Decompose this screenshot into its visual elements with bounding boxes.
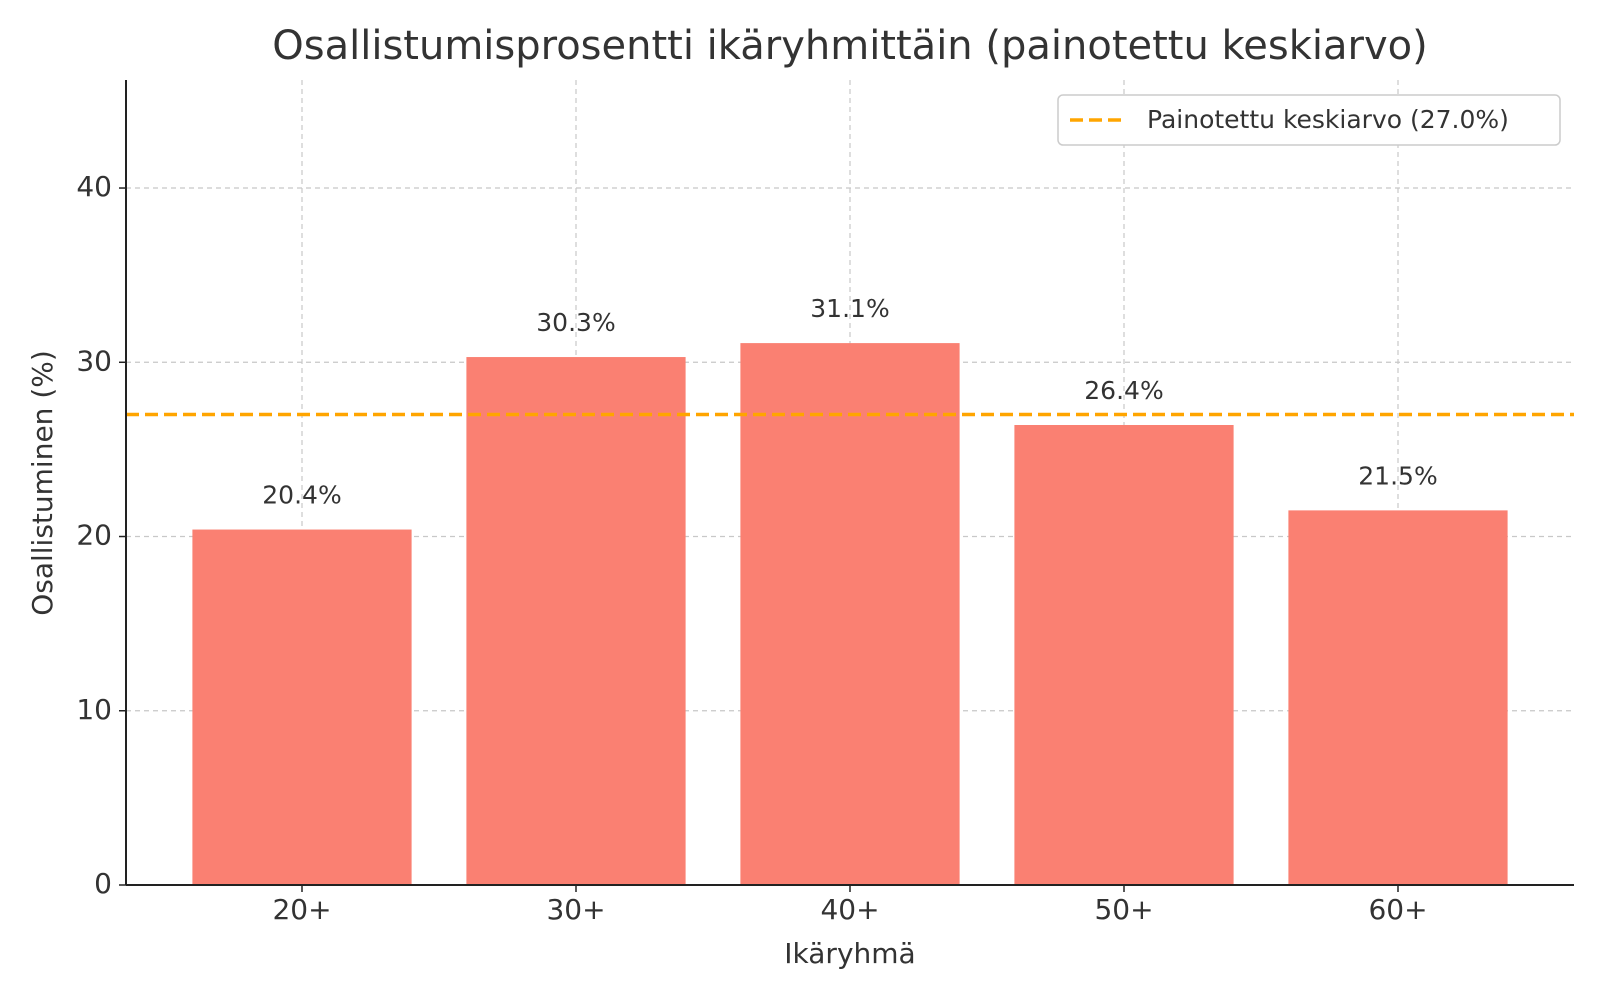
- bar: [1288, 510, 1508, 885]
- bar: [740, 343, 960, 885]
- y-tick-label: 20: [76, 519, 112, 552]
- legend-label: Painotettu keskiarvo (27.0%): [1147, 105, 1509, 134]
- bar: [466, 357, 686, 886]
- x-tick-label: 40+: [820, 893, 879, 926]
- value-label: 20.4%: [262, 481, 341, 510]
- bar: [1014, 425, 1234, 885]
- value-label: 26.4%: [1084, 376, 1163, 405]
- value-label: 31.1%: [810, 294, 889, 323]
- y-tick-label: 0: [94, 867, 112, 900]
- x-tick-label: 30+: [546, 893, 605, 926]
- x-tick-label: 60+: [1368, 893, 1427, 926]
- x-tick-label: 50+: [1094, 893, 1153, 926]
- y-tick-label: 10: [76, 693, 112, 726]
- y-tick-label: 40: [76, 170, 112, 203]
- x-axis-label: Ikäryhmä: [784, 937, 915, 970]
- chart-title: Osallistumisprosentti ikäryhmittäin (pai…: [272, 23, 1427, 69]
- x-tick-label: 20+: [272, 893, 331, 926]
- y-tick-label: 30: [76, 344, 112, 377]
- y-axis-label: Osallistuminen (%): [26, 350, 59, 616]
- value-label: 30.3%: [536, 308, 615, 337]
- bar: [192, 529, 412, 885]
- value-label: 21.5%: [1358, 461, 1437, 490]
- legend-box: [1057, 94, 1561, 146]
